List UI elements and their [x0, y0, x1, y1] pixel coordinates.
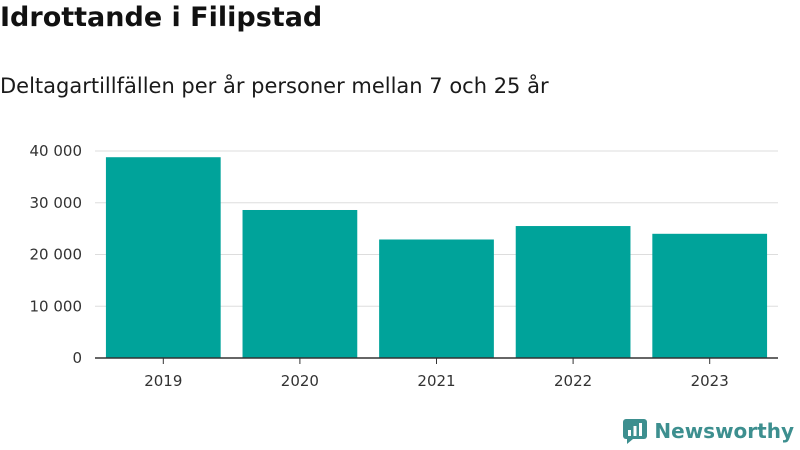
brand-name: Newsworthy [654, 419, 794, 443]
y-tick-label: 20 000 [30, 246, 83, 264]
y-tick-label: 30 000 [30, 194, 83, 212]
bar-2023 [652, 233, 768, 358]
x-tick-label: 2021 [417, 372, 455, 390]
chart-title: Idrottande i Filipstad [0, 2, 323, 33]
brand-logo: Newsworthy [622, 418, 794, 444]
x-tick-label: 2019 [144, 372, 182, 390]
bars [105, 157, 768, 358]
x-tick-label: 2022 [554, 372, 592, 390]
bar-2021 [379, 239, 494, 358]
bar-2019 [105, 157, 221, 358]
x-tick-label: 2020 [281, 372, 319, 390]
x-axis-ticks: 2019 2020 2021 2022 2023 [144, 358, 729, 390]
y-axis-ticks: 0 10 000 20 000 30 000 40 000 [30, 142, 83, 367]
chart-subtitle: Deltagartillfällen per år personer mella… [0, 74, 549, 98]
bar-2022 [515, 226, 631, 358]
y-tick-label: 0 [72, 349, 82, 367]
x-tick-label: 2023 [691, 372, 729, 390]
y-tick-label: 10 000 [30, 297, 83, 315]
newsworthy-logo-icon [623, 419, 648, 444]
bar-2020 [242, 209, 358, 358]
y-tick-label: 40 000 [30, 142, 83, 160]
